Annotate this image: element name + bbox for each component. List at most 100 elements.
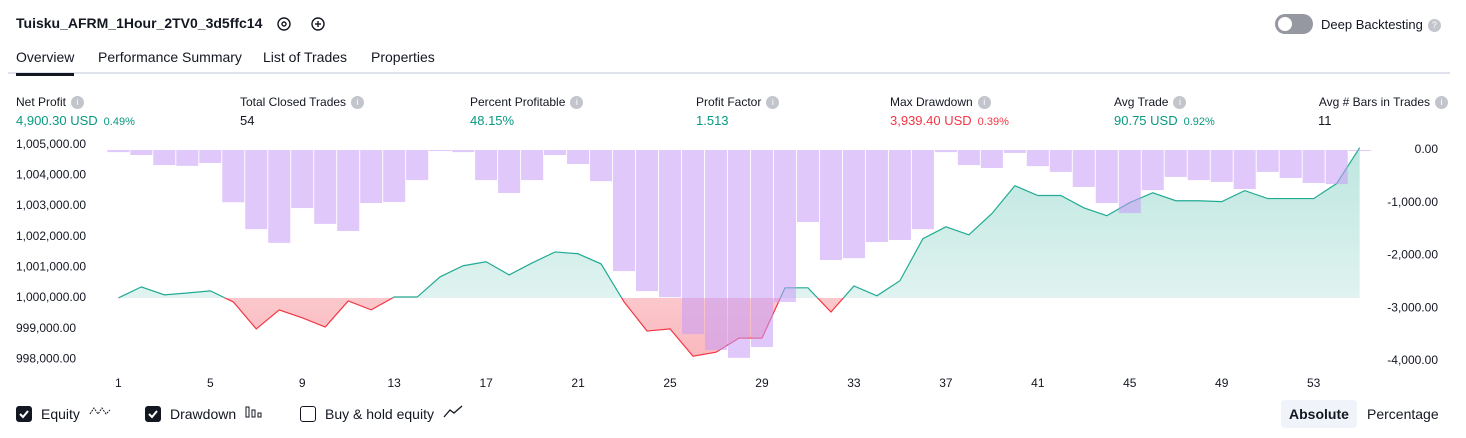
drawdown-bar xyxy=(980,150,1003,168)
tab[interactable]: Properties xyxy=(371,49,435,65)
x-tick-label: 33 xyxy=(847,376,861,390)
drawdown-bar xyxy=(567,150,590,165)
drawdown-bar xyxy=(957,150,980,166)
drawdown-bar xyxy=(360,150,383,204)
drawdown-bar xyxy=(268,150,291,243)
legend-icon xyxy=(442,404,466,423)
drawdown-bar xyxy=(1003,150,1026,153)
mode-button[interactable]: Absolute xyxy=(1281,400,1357,428)
stat-value-text: 1.513 xyxy=(696,113,729,128)
stat-label: Percent Profitable i xyxy=(470,95,584,109)
y-tick-label: 1,000,000.00 xyxy=(16,290,86,304)
y2-tick-label: -3,000.00 xyxy=(1387,300,1438,314)
tab[interactable]: Performance Summary xyxy=(98,49,242,65)
info-icon: i xyxy=(977,96,991,109)
legend-item[interactable]: Equity xyxy=(16,404,112,423)
drawdown-bar xyxy=(291,150,314,209)
x-tick-label: 21 xyxy=(571,376,585,390)
drawdown-bar xyxy=(1233,150,1256,190)
stat-label: Avg # Bars in Trades i xyxy=(1319,95,1448,109)
stat-value: 1.513 xyxy=(696,113,729,128)
drawdown-bar xyxy=(1348,150,1371,152)
drawdown-bar xyxy=(1072,150,1095,187)
stat-label-text: Total Closed Trades xyxy=(240,95,347,109)
stat-label: Max Drawdown i xyxy=(890,95,991,109)
x-tick-label: 45 xyxy=(1123,376,1137,390)
drawdown-bar xyxy=(1118,150,1141,214)
legend-item[interactable]: Drawdown xyxy=(145,404,268,423)
stat-value-text: 11 xyxy=(1318,113,1332,128)
x-tick-label: 1 xyxy=(115,376,122,390)
drawdown-bar xyxy=(1302,150,1325,183)
drawdown-bar xyxy=(613,150,636,272)
drawdown-bar xyxy=(314,150,337,224)
strategy-title: Tuisku_AFRM_1Hour_2TV0_3d5ffc14 xyxy=(16,15,263,31)
drawdown-bar xyxy=(475,150,498,181)
stat-label: Net Profit i xyxy=(16,95,85,109)
tab[interactable]: List of Trades xyxy=(263,49,348,65)
info-icon: i xyxy=(351,96,365,109)
legend-icon xyxy=(88,404,112,423)
drawdown-bar xyxy=(727,150,751,358)
stat-pct: 0.39% xyxy=(977,116,1009,128)
drawdown-bar xyxy=(130,150,153,156)
stat-pct: 0.92% xyxy=(1183,116,1215,128)
equity-area-up xyxy=(118,147,1360,298)
equity-line-up xyxy=(118,147,1361,298)
y-tick-label: 998,000.00 xyxy=(16,351,76,365)
stat-value-text: 90.75 USD xyxy=(1114,113,1178,128)
drawdown-bar xyxy=(681,150,705,335)
info-icon: i xyxy=(570,96,584,109)
drawdown-bar xyxy=(429,150,452,152)
drawdown-bar xyxy=(153,150,176,166)
stat-label-text: Percent Profitable xyxy=(470,95,566,109)
tab[interactable]: Overview xyxy=(16,49,75,76)
y2-tick-label: 0.00 xyxy=(1415,142,1439,156)
legend-item[interactable]: Buy & hold equity xyxy=(300,404,466,423)
drawdown-bar xyxy=(498,150,521,194)
info-icon: ? xyxy=(1427,19,1441,32)
drawdown-bar xyxy=(842,150,865,259)
toggle-text: Deep Backtesting xyxy=(1321,17,1423,32)
stat-value: 3,939.40 USD 0.39% xyxy=(890,113,1009,128)
legend-label: Equity xyxy=(41,405,80,422)
drawdown-bar xyxy=(1141,150,1164,191)
drawdown-bar xyxy=(337,150,360,231)
mode-button[interactable]: Percentage xyxy=(1367,406,1439,422)
stat-value: 54 xyxy=(240,113,254,128)
check xyxy=(148,409,158,418)
drawdown-bar xyxy=(1095,150,1118,204)
drawdown-bar xyxy=(1164,150,1187,177)
x-tick-label: 53 xyxy=(1307,376,1321,390)
stat-value-text: 4,900.30 USD xyxy=(16,113,98,128)
info-icon: i xyxy=(766,96,780,109)
check xyxy=(19,409,29,418)
checkbox xyxy=(300,405,316,422)
deep-backtesting-toggle[interactable] xyxy=(1275,14,1313,34)
y-tick-label: 1,005,000.00 xyxy=(16,137,86,151)
drawdown-bar xyxy=(704,150,728,350)
drawdown-bar xyxy=(1187,150,1210,181)
toggle-label: Deep Backtesting? xyxy=(1321,17,1441,32)
stat-value: 4,900.30 USD 0.49% xyxy=(16,113,135,128)
y2-tick-label: -2,000.00 xyxy=(1387,248,1438,262)
drawdown-bar xyxy=(521,150,544,181)
drawdown-bar xyxy=(1210,150,1233,182)
stat-value-text: 48.15% xyxy=(470,113,515,128)
drawdown-bar xyxy=(773,150,797,302)
drawdown-bar xyxy=(1026,150,1049,167)
drawdown-bar xyxy=(176,150,199,166)
drawdown-bar xyxy=(107,150,130,153)
title-icons xyxy=(277,17,325,31)
drawdown-bar xyxy=(819,150,842,261)
drawdown-bar xyxy=(1049,150,1072,172)
legend-label: Buy & hold equity xyxy=(325,405,434,422)
x-tick-label: 5 xyxy=(207,376,214,390)
drawdown-bar xyxy=(911,150,934,230)
drawdown-bar xyxy=(934,150,957,153)
x-tick-label: 17 xyxy=(479,376,493,390)
drawdown-bar xyxy=(452,150,475,153)
drawdown-bar xyxy=(796,150,819,223)
stat-value: 90.75 USD 0.92% xyxy=(1114,113,1215,128)
